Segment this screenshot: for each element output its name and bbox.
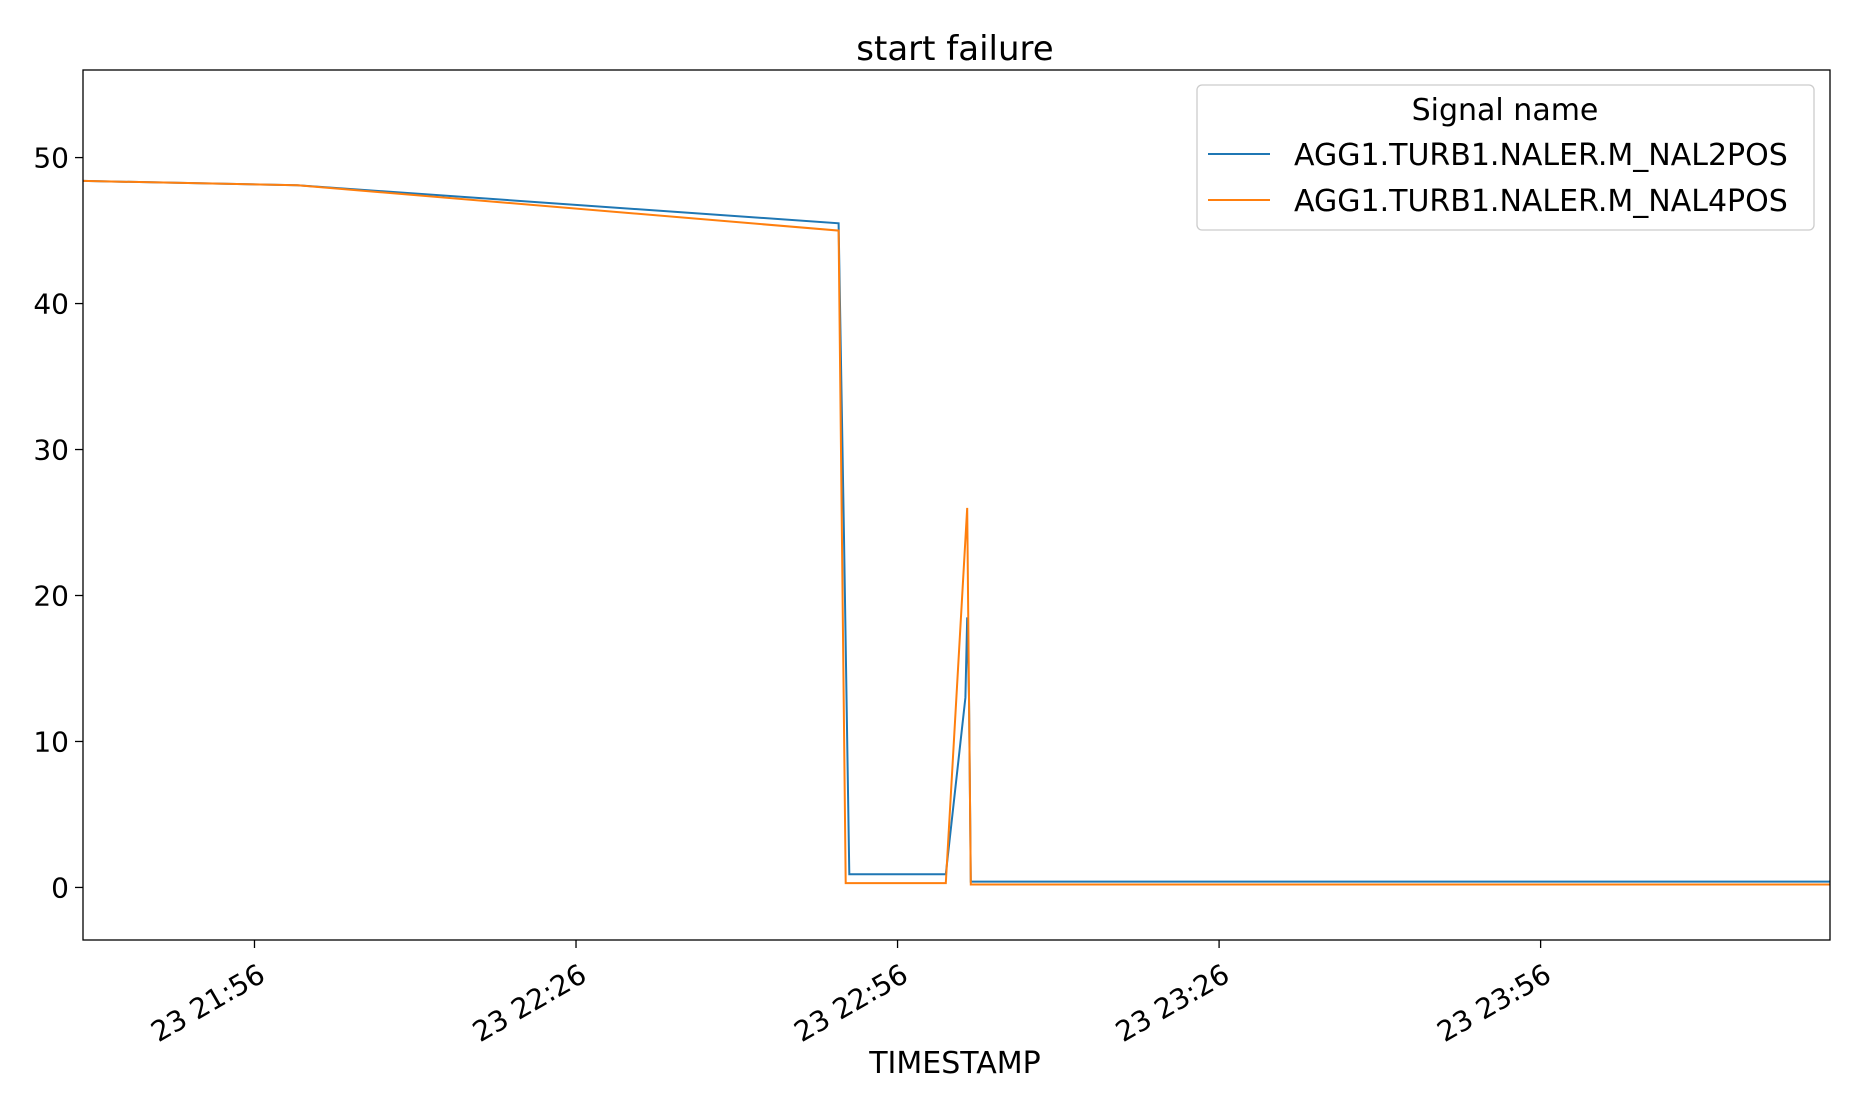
y-axis: 0 10 20 30 40 50 — [33, 142, 83, 904]
series-line-nal2pos — [82, 179, 1830, 883]
y-tick-label: 10 — [33, 725, 69, 758]
plot-frame — [82, 69, 1831, 941]
x-axis-label: TIMESTAMP — [868, 1046, 1041, 1081]
legend-label-nal2pos: AGG1.TURB1.NALER.M_NAL2POS — [1294, 138, 1788, 173]
y-tick-label: 30 — [33, 434, 69, 467]
plot-lines — [82, 179, 1830, 886]
y-tick-label: 0 — [51, 871, 69, 904]
legend-title: Signal name — [1412, 93, 1599, 128]
legend-label-nal4pos: AGG1.TURB1.NALER.M_NAL4POS — [1294, 184, 1788, 219]
x-tick-label: 23 23:56 — [1432, 957, 1557, 1048]
x-tick-label: 23 23:26 — [1110, 957, 1235, 1048]
legend-box — [1196, 84, 1815, 231]
x-tick-label: 23 21:56 — [145, 957, 270, 1048]
legend: Signal name AGG1.TURB1.NALER.M_NAL2POS A… — [1196, 84, 1815, 231]
chart-title: start failure — [856, 29, 1053, 69]
y-tick-label: 50 — [33, 142, 69, 175]
x-axis: 23 21:56 23 22:26 23 22:56 23 23:26 23 23:56 — [145, 940, 1557, 1049]
series-line-nal4pos — [82, 179, 1830, 886]
x-tick-label: 23 22:26 — [467, 957, 592, 1048]
y-tick-label: 40 — [33, 288, 69, 321]
y-tick-label: 20 — [33, 580, 69, 613]
x-tick-label: 23 22:56 — [788, 957, 913, 1048]
